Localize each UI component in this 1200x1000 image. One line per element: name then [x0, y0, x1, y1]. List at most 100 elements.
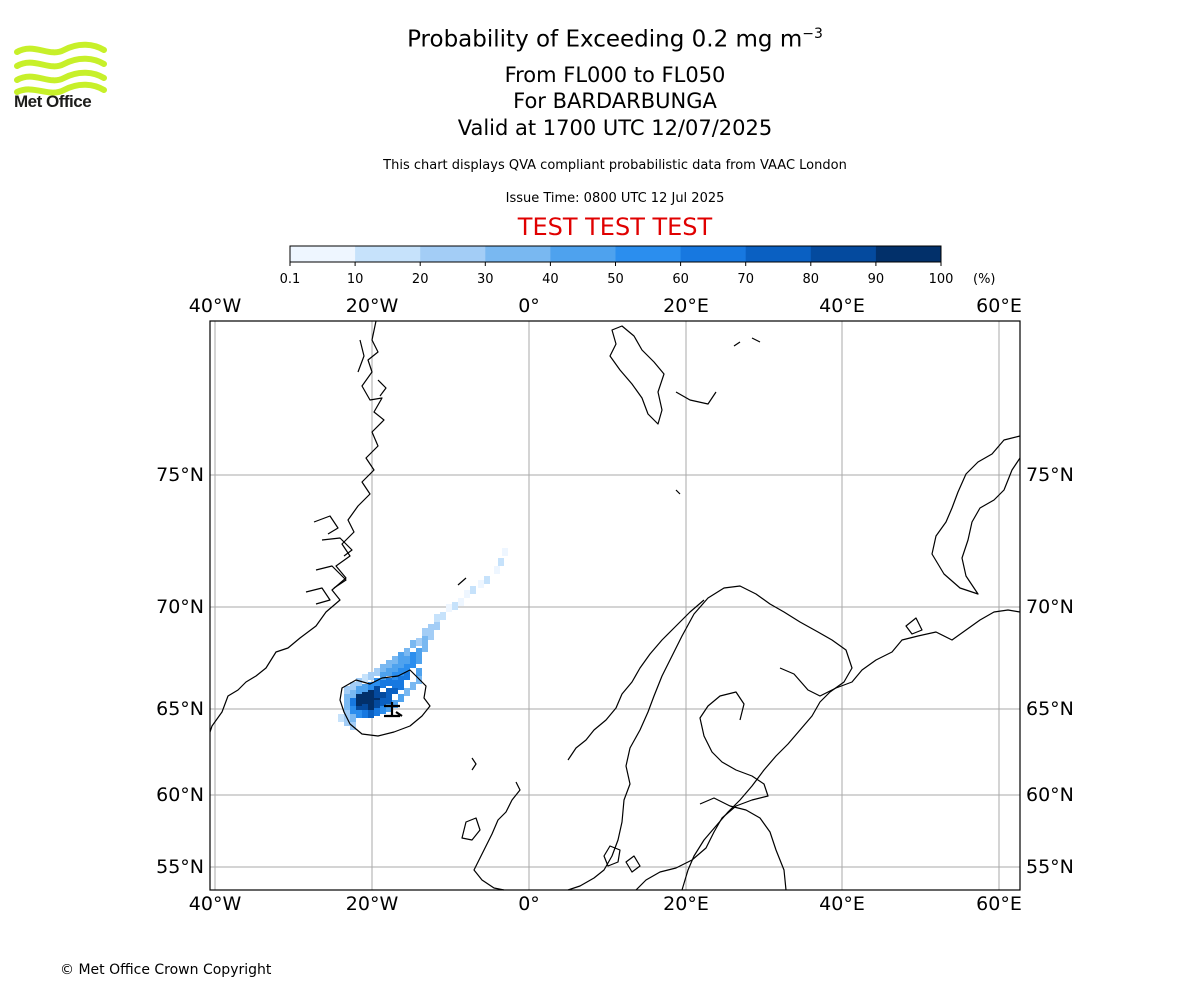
- plume-cell: [380, 680, 386, 688]
- plume-cell: [422, 628, 428, 636]
- volcano-name: For BARDARBUNGA: [513, 89, 717, 113]
- plume-cell: [350, 706, 356, 714]
- plume-cell: [398, 668, 404, 676]
- colorbar-segment: [485, 246, 551, 262]
- plume-cell: [422, 644, 428, 652]
- colorbar-tick-label: 80: [803, 272, 820, 287]
- colorbar-segment: [810, 246, 877, 262]
- lon-label-top-0: 0°: [518, 295, 540, 317]
- plume-cell: [344, 686, 350, 694]
- lon-label-bottom-40e: 40°E: [819, 893, 865, 915]
- plume-cell: [386, 688, 392, 696]
- plume-cell: [398, 694, 404, 702]
- plume-cell: [478, 580, 484, 588]
- lat-label-right-60n: 60°N: [1026, 784, 1074, 806]
- plume-cell: [416, 648, 422, 656]
- plume-cell: [374, 708, 380, 716]
- plume-cell: [374, 700, 380, 708]
- lon-label-top-20e: 20°E: [663, 295, 709, 317]
- plume-cell: [410, 640, 416, 648]
- coastline-greenland-fjords: [305, 339, 387, 605]
- plume-cell: [386, 660, 392, 668]
- plume-cell: [398, 652, 404, 660]
- plume-cell: [380, 706, 386, 714]
- lat-label-right-65n: 65°N: [1026, 698, 1074, 720]
- coastline-faroe-islands: [471, 757, 477, 771]
- coastline-greenland: [209, 320, 385, 733]
- colorbar-tick-label: 0.1: [280, 272, 301, 287]
- coastline-scandinavia: [567, 585, 853, 891]
- lon-label-top-40e: 40°E: [819, 295, 865, 317]
- plume-cell: [386, 678, 392, 686]
- coastline-white-sea-kola: [779, 609, 1021, 697]
- colorbar-tick-label: 50: [607, 272, 624, 287]
- plume-cell: [386, 668, 392, 676]
- lat-label-left-70n: 70°N: [156, 596, 204, 618]
- plume-cell: [434, 622, 440, 630]
- plume-cell: [398, 676, 404, 684]
- valid-time: Valid at 1700 UTC 12/07/2025: [457, 116, 773, 140]
- lat-label-left-75n: 75°N: [156, 464, 204, 486]
- test-banner: TEST TEST TEST: [517, 213, 713, 241]
- plume-cell: [392, 700, 398, 708]
- plume-cell: [410, 660, 416, 668]
- colorbar-segment: [875, 246, 942, 262]
- lat-label-left-60n: 60°N: [156, 784, 204, 806]
- chart-title: Probability of Exceeding 0.2 mg m−3: [15, 26, 1200, 53]
- plume-cell: [410, 652, 416, 660]
- plume-cell: [380, 672, 386, 680]
- plume-cell: [362, 694, 368, 702]
- plume-cell: [464, 590, 470, 598]
- plume-cell: [398, 660, 404, 668]
- plume-cell: [368, 710, 374, 718]
- logo-text: Met Office: [14, 92, 92, 111]
- flight-level-range: From FL000 to FL050: [504, 63, 726, 87]
- met-office-logo: [14, 41, 107, 96]
- coastline-baltic: [635, 691, 769, 891]
- colorbar-unit-label: (%): [973, 272, 996, 287]
- colorbar-segment: [680, 246, 747, 262]
- chart-title-text: Probability of Exceeding 0.2 mg m: [407, 26, 803, 53]
- map-area: [209, 320, 1021, 891]
- plume-cell: [356, 710, 362, 718]
- plume-cell: [350, 682, 356, 690]
- plume-cell: [350, 698, 356, 706]
- plume-cell: [404, 664, 410, 672]
- plume-cell: [350, 714, 356, 722]
- plume-cell: [362, 684, 368, 692]
- plume-cell: [428, 624, 434, 632]
- lon-label-top-20w: 20°W: [346, 295, 399, 317]
- plume-cell: [380, 664, 386, 672]
- coastline-iceland: [339, 669, 431, 737]
- colorbar-segment: [420, 246, 486, 262]
- gridlines: [210, 321, 1020, 890]
- plume-cell: [362, 704, 368, 712]
- plume-cell: [446, 604, 452, 612]
- colorbar-tick-label: 70: [737, 272, 754, 287]
- plume-cell: [362, 674, 368, 682]
- plume-cell: [374, 690, 380, 698]
- plume-cell: [416, 656, 422, 664]
- lat-label-right-70n: 70°N: [1026, 596, 1074, 618]
- issue-time: Issue Time: 0800 UTC 12 Jul 2025: [505, 191, 725, 206]
- plume-cell: [368, 672, 374, 680]
- copyright-notice: © Met Office Crown Copyright: [60, 962, 272, 978]
- plume-cell: [338, 714, 344, 722]
- lon-label-bottom-40w: 40°W: [189, 893, 242, 915]
- colorbar-tick-label: 10: [347, 272, 364, 287]
- plume-cell: [356, 686, 362, 694]
- plume-cell: [368, 692, 374, 700]
- plume-cell: [440, 612, 446, 620]
- plume-cell: [404, 688, 410, 696]
- plume-cell: [380, 692, 386, 700]
- plume-cell: [498, 558, 504, 566]
- lat-label-left-65n: 65°N: [156, 698, 204, 720]
- plume-cell: [392, 680, 398, 688]
- plume-cell: [386, 704, 392, 712]
- plume-cell: [434, 614, 440, 622]
- plume-cell: [458, 598, 464, 606]
- coastline-novaya-zemlya: [931, 435, 1021, 595]
- plume-cell: [392, 686, 398, 694]
- plume-cell: [344, 718, 350, 726]
